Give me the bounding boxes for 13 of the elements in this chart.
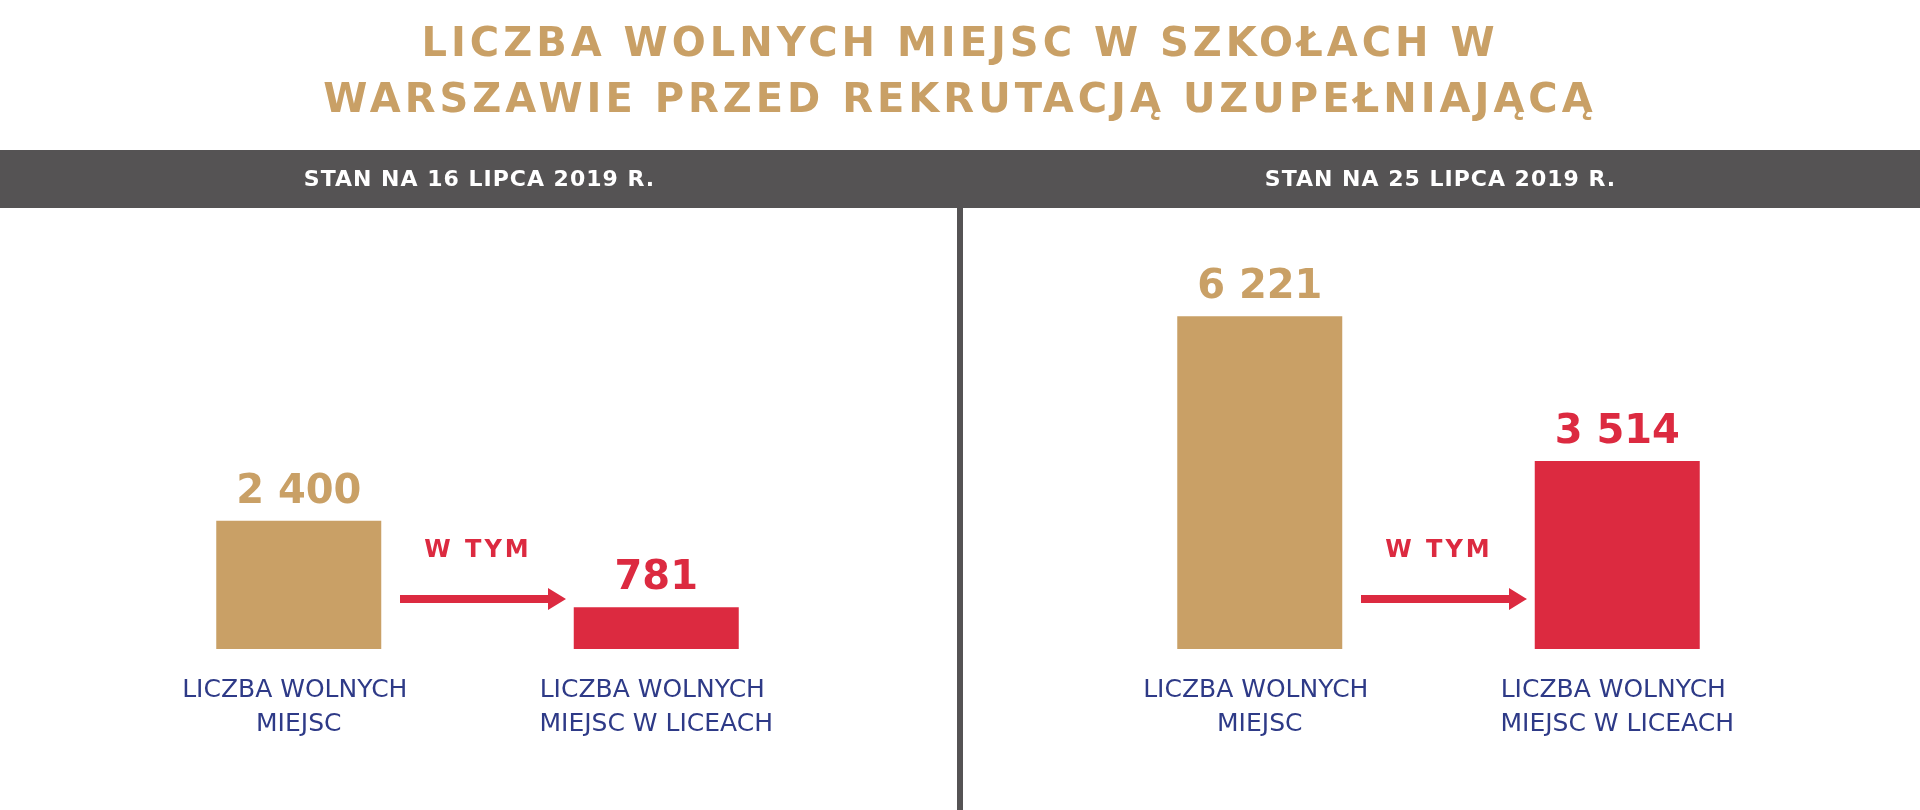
text: LICZBA WOLNYCH MIEJSC W SZKOŁACH W WARSZAWIE PRZED REKRUTACJĄ UZUPEŁNIAJĄCĄ xyxy=(322,18,1598,123)
annotation: W TYM xyxy=(1384,535,1494,563)
data-label: 781 xyxy=(614,552,698,599)
x-tick-label: LICZBA WOLNYCH MIEJSC W LICEACH xyxy=(539,673,774,737)
data-label: 3 514 xyxy=(1554,406,1680,453)
x-tick-label: LICZBA WOLNYCH MIEJSC xyxy=(1143,673,1377,737)
data-label: 2 400 xyxy=(236,465,362,512)
x-tick-label: LICZBA WOLNYCH MIEJSC W LICEACH xyxy=(1500,673,1735,737)
annotation: W TYM xyxy=(423,535,533,563)
data-label: 6 221 xyxy=(1197,261,1323,308)
x-tick-label: LICZBA WOLNYCH MIEJSC xyxy=(182,673,416,737)
chart-subtitle: STAN NA 25 LIPCA 2019 R. xyxy=(961,150,1920,208)
chart-subtitle: STAN NA 16 LIPCA 2019 R. xyxy=(0,150,959,208)
